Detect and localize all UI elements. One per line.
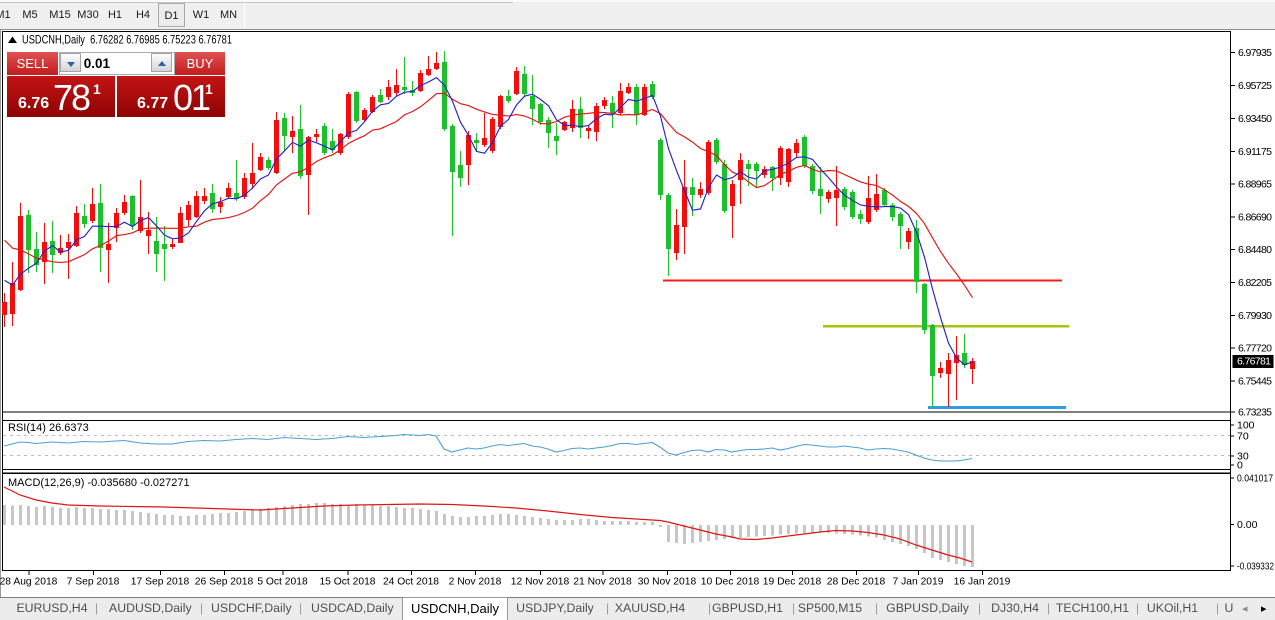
svg-text:7 Sep 2018: 7 Sep 2018 (67, 577, 120, 588)
svg-text:6.77720: 6.77720 (1238, 342, 1272, 354)
svg-text:12 Nov 2018: 12 Nov 2018 (511, 577, 570, 588)
svg-text:19 Dec 2018: 19 Dec 2018 (763, 577, 822, 588)
svg-text:10 Dec 2018: 10 Dec 2018 (701, 577, 760, 588)
svg-text:16 Jan 2019: 16 Jan 2019 (954, 577, 1011, 588)
svg-text:30: 30 (1237, 450, 1249, 462)
svg-text:0.00: 0.00 (1237, 519, 1258, 531)
svg-text:6.84480: 6.84480 (1238, 244, 1272, 256)
svg-text:26 Sep 2018: 26 Sep 2018 (195, 577, 254, 588)
svg-text:2 Nov 2018: 2 Nov 2018 (449, 577, 502, 588)
svg-text:6.95725: 6.95725 (1238, 80, 1272, 92)
svg-text:17 Sep 2018: 17 Sep 2018 (131, 577, 190, 588)
svg-text:RSI(14) 26.6373: RSI(14) 26.6373 (8, 422, 89, 434)
svg-text:-0.039332: -0.039332 (1237, 560, 1274, 572)
svg-text:70: 70 (1237, 431, 1249, 443)
svg-text:USDCNH,Daily 6.76282 6.76985: USDCNH,Daily 6.76282 6.76985 6.75223 6.7… (22, 33, 232, 47)
svg-text:6.91175: 6.91175 (1238, 146, 1272, 158)
svg-text:0: 0 (1237, 460, 1243, 472)
svg-text:6.73235: 6.73235 (1238, 406, 1272, 418)
svg-text:21 Nov 2018: 21 Nov 2018 (573, 577, 632, 588)
svg-text:24 Oct 2018: 24 Oct 2018 (383, 577, 439, 588)
svg-text:6.93450: 6.93450 (1238, 113, 1272, 125)
svg-text:0.041017: 0.041017 (1237, 472, 1273, 484)
svg-text:6.79930: 6.79930 (1238, 310, 1272, 322)
svg-text:28 Aug 2018: 28 Aug 2018 (0, 577, 58, 588)
svg-text:6.97935: 6.97935 (1238, 47, 1272, 59)
svg-text:100: 100 (1237, 420, 1255, 432)
svg-text:28 Dec 2018: 28 Dec 2018 (827, 577, 886, 588)
svg-text:5 Oct 2018: 5 Oct 2018 (257, 577, 308, 588)
svg-text:7 Jan 2019: 7 Jan 2019 (893, 577, 944, 588)
svg-text:15 Oct 2018: 15 Oct 2018 (319, 577, 375, 588)
svg-text:6.75445: 6.75445 (1238, 375, 1272, 387)
svg-text:30 Nov 2018: 30 Nov 2018 (638, 577, 697, 588)
svg-text:6.82205: 6.82205 (1238, 277, 1272, 289)
svg-text:MACD(12,26,9) -0.035680 -0.027: MACD(12,26,9) -0.035680 -0.027271 (8, 477, 190, 489)
svg-text:6.86690: 6.86690 (1238, 211, 1272, 223)
svg-text:6.88965: 6.88965 (1238, 178, 1272, 190)
svg-text:6.76781: 6.76781 (1237, 356, 1271, 368)
